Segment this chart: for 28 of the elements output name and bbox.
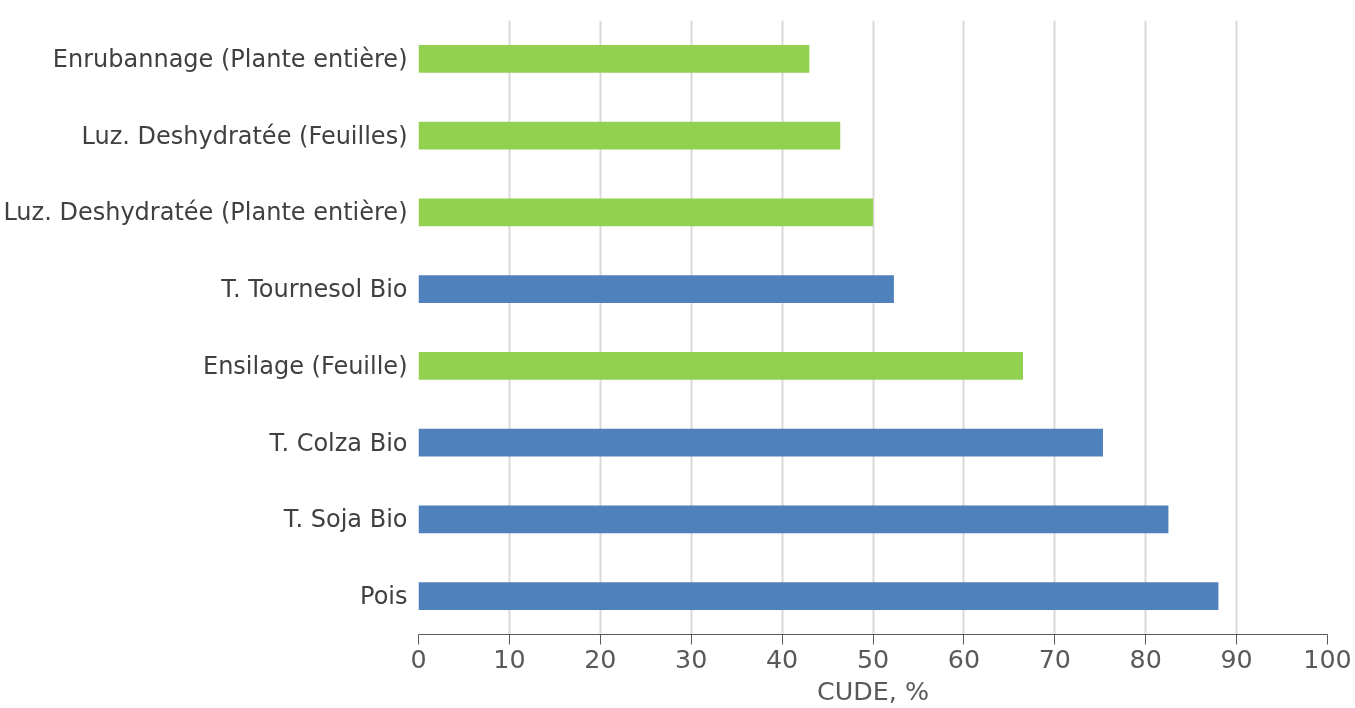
x-tick-label: 40 — [765, 643, 799, 674]
x-tick-label: 100 — [1303, 643, 1352, 674]
bar — [418, 198, 873, 227]
x-tick-label: 60 — [947, 643, 981, 674]
x-tick-label: 70 — [1038, 643, 1071, 674]
x-tick-label: 30 — [675, 643, 708, 674]
y-tick-label: Luz. Deshydratée (Feuilles) — [81, 121, 408, 150]
x-tick-label: 50 — [856, 643, 890, 674]
x-tick-label: 10 — [493, 643, 526, 674]
y-tick-label: Ensilage (Feuille) — [202, 351, 408, 380]
x-axis-title: CUDE, % — [817, 675, 929, 706]
y-tick-label: T. Soja Bio — [282, 505, 408, 534]
x-tick-label: 20 — [584, 643, 617, 674]
y-tick-label: T. Tournesol Bio — [220, 275, 408, 304]
x-tick-label: 0 — [410, 643, 427, 674]
bar — [418, 275, 894, 303]
bar — [418, 505, 1169, 534]
bar — [418, 428, 1103, 457]
y-tick-label: Pois — [360, 582, 408, 611]
bar — [418, 121, 841, 150]
y-tick-label: Enrubannage (Plante entière) — [52, 44, 408, 73]
bar — [418, 582, 1219, 610]
bar — [418, 352, 1023, 380]
x-tick-label: 90 — [1220, 643, 1253, 674]
x-tick-label: 80 — [1129, 643, 1162, 674]
bar — [418, 45, 810, 73]
y-tick-label: Luz. Deshydratée (Plante entière) — [3, 198, 408, 227]
y-tick-label: T. Colza Bio — [268, 428, 408, 457]
